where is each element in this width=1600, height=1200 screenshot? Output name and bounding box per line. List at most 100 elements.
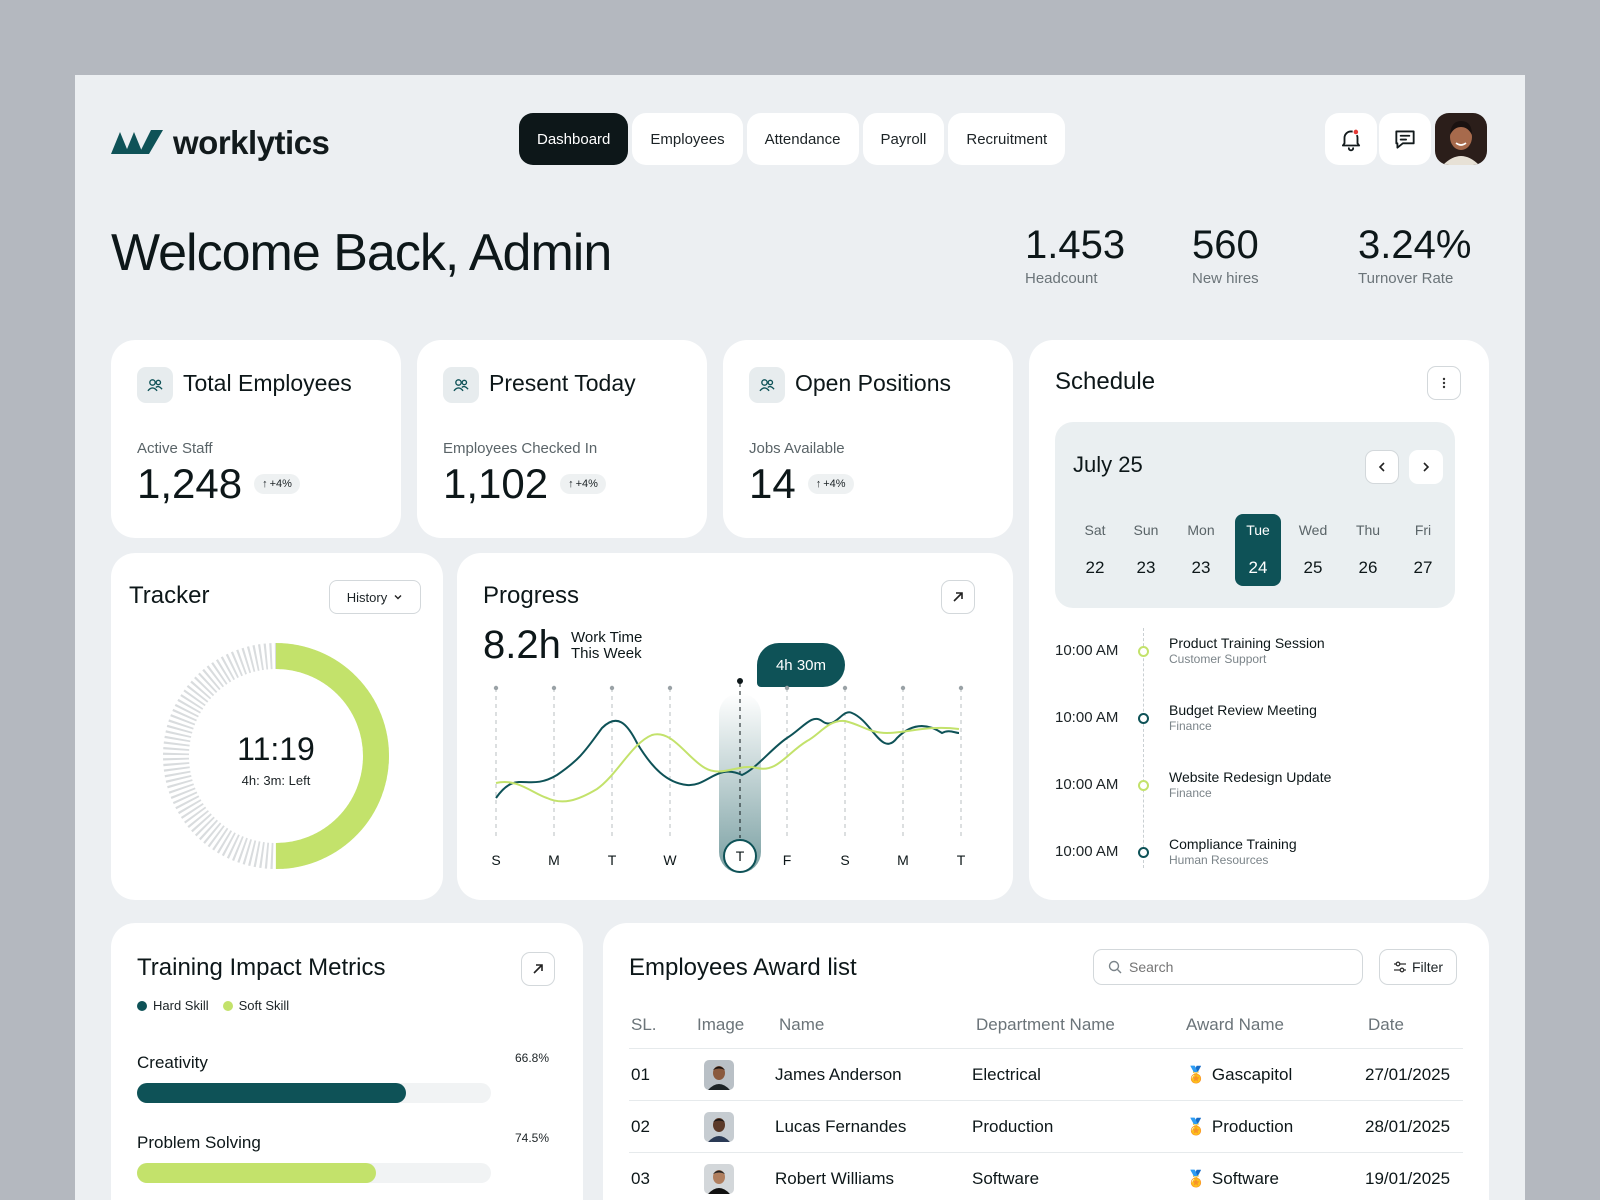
nav-tab-payroll[interactable]: Payroll: [862, 113, 945, 165]
calendar-day[interactable]: Sat 22: [1072, 514, 1118, 586]
training-title: Training Impact Metrics: [137, 954, 386, 981]
calendar-day[interactable]: Thu 26: [1345, 514, 1391, 586]
day-date: 25: [1303, 558, 1323, 577]
nav-tab-employees[interactable]: Employees: [632, 113, 743, 165]
calendar-day[interactable]: Fri 27: [1400, 514, 1446, 586]
search-input[interactable]: [1129, 959, 1329, 975]
progress-title: Progress: [483, 582, 580, 609]
medal-icon: 🏅: [1186, 1067, 1206, 1084]
brand-name: worklytics: [173, 124, 330, 161]
kpi-value: 1.453: [1025, 223, 1126, 267]
cell-award: 🏅 Software: [1186, 1169, 1279, 1189]
day-label[interactable]: M: [890, 847, 916, 873]
grid-dot: [667, 685, 673, 691]
more-options-button[interactable]: [1427, 366, 1461, 400]
arrow-up-icon: ↑: [262, 478, 268, 490]
search-box[interactable]: [1093, 949, 1363, 985]
day-name: Thu: [1355, 522, 1381, 538]
day-label[interactable]: F: [774, 847, 800, 873]
kpi-headcount: 1.453 Headcount: [1025, 223, 1125, 287]
stat-card-open-positions[interactable]: Open Positions Jobs Available 14 ↑ +4%: [723, 340, 1013, 538]
event-card[interactable]: Compliance Training Human Resources: [1156, 828, 1456, 876]
nav-tab-recruitment[interactable]: Recruitment: [948, 113, 1066, 165]
stat-title: Total Employees: [183, 370, 352, 396]
event-card[interactable]: Product Training Session Customer Suppor…: [1156, 627, 1456, 675]
arrow-up-icon: ↑: [815, 478, 822, 490]
series-line-lime: [495, 719, 960, 803]
day-label[interactable]: T: [948, 847, 974, 873]
main-nav: Dashboard Employees Attendance Payroll R…: [519, 113, 1066, 165]
day-name: Fri: [1414, 522, 1432, 538]
ring-elapsed: [163, 643, 389, 869]
event-title: Compliance Training: [1169, 836, 1297, 852]
nav-tab-attendance[interactable]: Attendance: [746, 113, 859, 165]
expand-training-button[interactable]: [521, 952, 555, 986]
nav-tab-dashboard[interactable]: Dashboard: [519, 113, 629, 165]
tracker-card: Tracker History 11:19 4h: 3m: Left: [111, 553, 443, 900]
next-week-button[interactable]: [1409, 450, 1443, 484]
brand-logo[interactable]: worklytics: [111, 123, 330, 163]
event-time: 10:00 AM: [1055, 642, 1119, 659]
day-date: 26: [1358, 558, 1378, 577]
stat-card-present-today[interactable]: Present Today Employees Checked In 1,102…: [417, 340, 707, 538]
grid-dot: [493, 685, 499, 691]
user-avatar[interactable]: [1435, 113, 1487, 165]
day-name: Wed: [1298, 522, 1328, 538]
stat-subtitle: Jobs Available: [749, 440, 845, 457]
event-card[interactable]: Budget Review Meeting Finance: [1156, 694, 1456, 742]
expand-progress-button[interactable]: [941, 580, 975, 614]
day-label[interactable]: M: [541, 847, 567, 873]
change-badge: ↑ +4%: [807, 474, 854, 494]
day-label[interactable]: W: [657, 847, 683, 873]
notifications-button[interactable]: [1325, 113, 1377, 165]
column-header: Award Name: [1186, 1015, 1284, 1034]
cell-department: Electrical: [972, 1065, 1041, 1084]
awards-card: Employees Award list Filter SL. Image Na…: [603, 923, 1489, 1200]
calendar-day-selected[interactable]: Tue 24: [1235, 514, 1281, 586]
timeline-dot: [1138, 847, 1149, 858]
metric-track: [137, 1163, 491, 1183]
chevron-right-icon: [1423, 462, 1430, 472]
series-line-dark: [495, 711, 960, 799]
event-card[interactable]: Website Redesign Update Finance: [1156, 761, 1456, 809]
page-title: Welcome Back, Admin: [111, 224, 612, 282]
employee-photo: [704, 1060, 734, 1090]
calendar-month: July 25: [1073, 452, 1143, 477]
event-title: Product Training Session: [1169, 635, 1325, 651]
day-label[interactable]: S: [832, 847, 858, 873]
column-header: SL.: [631, 1015, 657, 1034]
column-header: Date: [1368, 1015, 1404, 1034]
dropdown-value: History: [346, 589, 388, 605]
app-window: worklytics Dashboard Employees Attendanc…: [75, 75, 1525, 1200]
stat-subtitle: Employees Checked In: [443, 440, 598, 457]
cell-sl: 02: [631, 1117, 650, 1136]
filter-button[interactable]: Filter: [1379, 949, 1457, 985]
progress-chart: [493, 678, 964, 873]
legend-dot-lime: [222, 1000, 233, 1011]
messages-button[interactable]: [1379, 113, 1431, 165]
timeline-line: [1143, 628, 1144, 868]
stat-value: 1,102: [443, 460, 549, 507]
schedule-title: Schedule: [1055, 368, 1156, 395]
selected-point: [737, 678, 743, 684]
filter-label: Filter: [1411, 959, 1444, 975]
calendar-day[interactable]: Sun 23: [1123, 514, 1169, 586]
day-label-selected[interactable]: T: [723, 839, 757, 873]
grid-dot: [784, 685, 790, 691]
history-dropdown[interactable]: History: [329, 580, 421, 614]
prev-week-button[interactable]: [1365, 450, 1399, 484]
day-label[interactable]: T: [599, 847, 625, 873]
stat-value-row: 1,248 ↑ +4%: [137, 460, 300, 508]
cell-name: Lucas Fernandes: [775, 1117, 907, 1136]
day-label[interactable]: S: [483, 847, 509, 873]
day-date: 23: [1191, 558, 1211, 577]
change-badge: ↑ +4%: [560, 474, 606, 494]
event-time: 10:00 AM: [1055, 843, 1119, 860]
stat-card-total-employees[interactable]: Total Employees Active Staff 1,248 ↑ +4%: [111, 340, 401, 538]
day-date: 24: [1248, 558, 1268, 577]
cell-name: Robert Williams: [775, 1169, 895, 1188]
day-name: Tue: [1246, 522, 1270, 538]
logo-icon: [111, 130, 163, 154]
calendar-day[interactable]: Mon 23: [1178, 514, 1224, 586]
calendar-day[interactable]: Wed 25: [1290, 514, 1336, 586]
